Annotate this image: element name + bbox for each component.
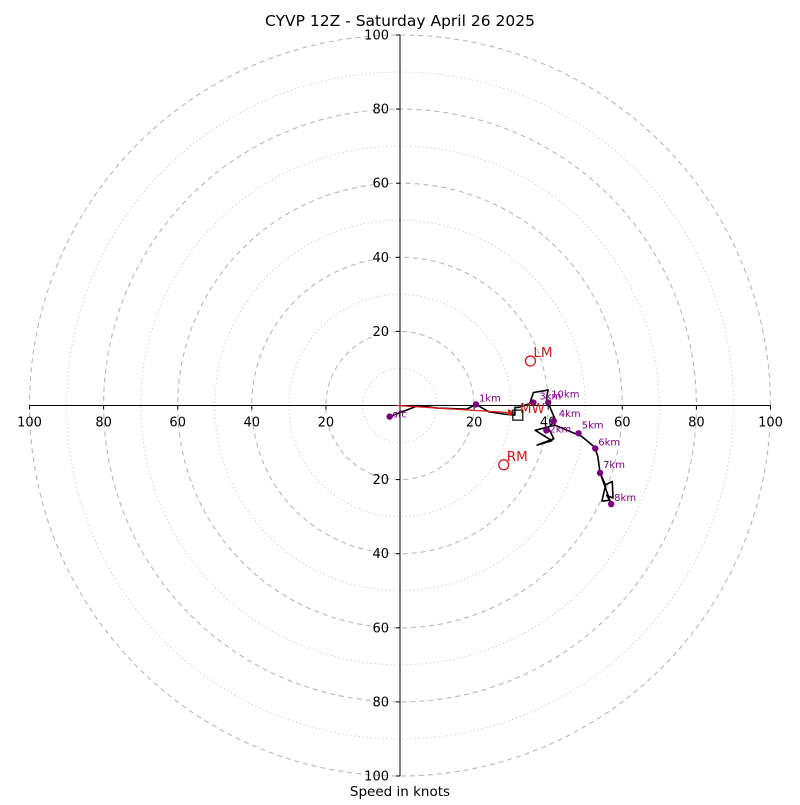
- height-point-sfc: [386, 413, 393, 420]
- height-point-4km: [550, 417, 557, 425]
- x-tick-label: 60: [169, 416, 186, 431]
- height-point-7km: [596, 469, 604, 477]
- height-label-5km: 5km: [582, 420, 604, 431]
- shear-vector-line: [396, 404, 508, 414]
- y-tick-label: 60: [372, 621, 389, 636]
- x-tick-label: 60: [614, 416, 631, 431]
- y-tick-label: 80: [372, 103, 389, 118]
- height-label-7km: 7km: [603, 460, 625, 471]
- height-label-sfc: sfc: [393, 410, 407, 421]
- storm-motion-layer: LM MW RM: [498, 345, 553, 471]
- x-tick-label: 80: [688, 416, 705, 431]
- x-axis-label: Speed in knots: [350, 784, 450, 800]
- storm-label-mw: MW: [520, 401, 545, 417]
- y-tick-label: 40: [372, 547, 389, 562]
- x-tick-label: 100: [758, 416, 783, 431]
- height-point-6km: [592, 445, 599, 452]
- x-tick-label: 20: [318, 416, 335, 431]
- height-label-4km: 4km: [559, 409, 581, 420]
- storm-label-lm: LM: [533, 345, 552, 361]
- x-tick-label: 100: [17, 416, 42, 431]
- x-tick-label: 80: [95, 416, 112, 431]
- height-point-3km: [530, 399, 537, 406]
- storm-label-rm: RM: [507, 449, 528, 465]
- y-tick-label: 80: [372, 695, 389, 710]
- hodograph-line: [389, 389, 614, 505]
- y-tick-label: 20: [372, 325, 389, 340]
- x-tick-label: 40: [244, 416, 261, 431]
- tick-labels: 100 80 60 40 20 20 40 60 80 100100806040202040608…: [17, 29, 783, 785]
- height-point-8km: [607, 500, 615, 508]
- height-point-10km: [545, 399, 552, 406]
- x-tick-label: 20: [466, 416, 483, 431]
- hodograph-trace-layer: [389, 389, 614, 505]
- height-label-8km: 8km: [614, 493, 636, 504]
- height-point-2km: [543, 427, 550, 434]
- y-tick-label: 100: [364, 770, 389, 785]
- y-tick-label: 60: [372, 177, 389, 192]
- height-point-5km: [575, 430, 582, 437]
- shear-vector-arrowhead: [507, 408, 515, 416]
- storm-marker-rm: [498, 459, 510, 471]
- height-label-1km: 1km: [479, 393, 501, 404]
- y-tick-label: 100: [364, 29, 389, 44]
- mean-wind-marker: [512, 409, 524, 421]
- height-label-10km: 10km: [551, 390, 579, 401]
- height-label-2km: 2km: [549, 424, 571, 435]
- height-point-1km: [472, 401, 480, 408]
- y-tick-label: 20: [372, 473, 389, 488]
- height-label-6km: 6km: [598, 437, 620, 448]
- chart-title: CYVP 12Z - Saturday April 26 2025: [265, 12, 535, 30]
- y-tick-label: 40: [372, 251, 389, 266]
- height-label-3km: 3km: [539, 392, 561, 403]
- storm-marker-lm: [524, 355, 537, 367]
